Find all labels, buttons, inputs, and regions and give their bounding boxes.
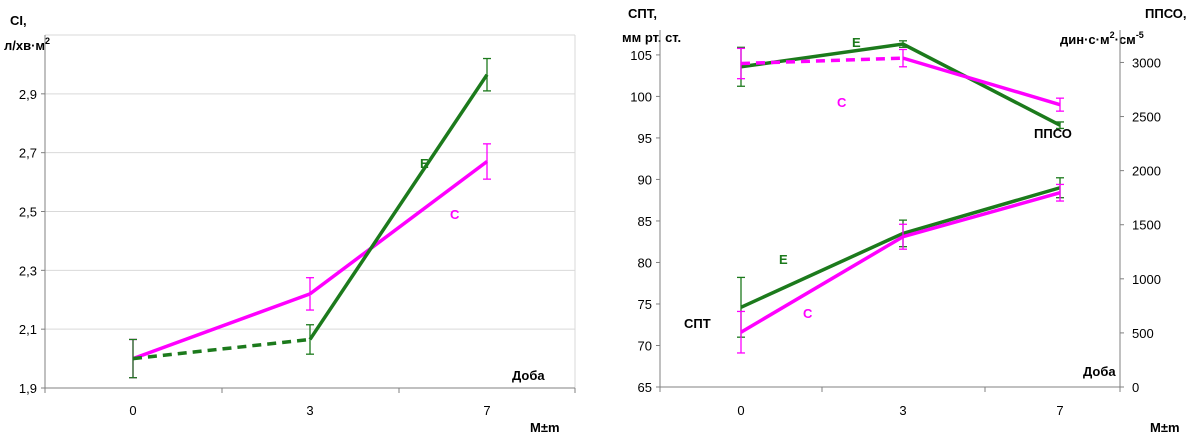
left-ytick-label: 2,5 xyxy=(19,205,37,220)
right-right-ytick-label: 3000 xyxy=(1132,55,1161,70)
right-right-ytick-label: 1000 xyxy=(1132,272,1161,287)
right-right-ytick-label: 2500 xyxy=(1132,110,1161,125)
right-series-2-segment xyxy=(740,42,904,69)
right-spt-c-label: С xyxy=(803,306,813,321)
right-ylabel-right-line1: ППСО, xyxy=(1145,6,1186,21)
right-right-ytick-label: 2000 xyxy=(1132,164,1161,179)
right-ppso-c-label: С xyxy=(837,95,847,110)
right-ppso-e-label: Е xyxy=(852,35,861,50)
left-ytick-label: 2,9 xyxy=(19,87,37,102)
left-ylabel-line2: л/хв·м2 xyxy=(4,36,50,53)
left-series-c-segment xyxy=(308,160,489,296)
left-corner-label: M±m xyxy=(530,420,560,435)
left-xlabel: Доба xyxy=(512,368,545,383)
left-ylabel-unit: л/хв·м xyxy=(4,38,45,53)
left-xtick-label: 0 xyxy=(129,403,136,418)
right-left-ytick-label: 80 xyxy=(638,255,652,270)
left-xtick-label: 7 xyxy=(483,403,490,418)
left-series-e-label: Е xyxy=(420,156,429,171)
right-series-3-segment xyxy=(740,56,904,66)
right-xtick-label: 3 xyxy=(899,403,906,418)
right-right-ytick-label: 0 xyxy=(1132,380,1139,395)
right-series-2-segment xyxy=(902,42,1061,127)
right-left-ytick-label: 75 xyxy=(638,297,652,312)
right-xtick-label: 7 xyxy=(1056,403,1063,418)
right-left-ytick-label: 105 xyxy=(630,48,652,63)
left-ytick-label: 2,3 xyxy=(19,263,37,278)
left-ylabel-line1: CI, xyxy=(10,13,27,28)
right-ylabel-left-line1: СПТ, xyxy=(628,6,657,21)
right-left-ytick-label: 90 xyxy=(638,172,652,187)
group-label-spt: СПТ xyxy=(684,316,711,331)
right-ylabel-right-sup1: 2 xyxy=(1110,30,1115,40)
right-left-ytick-label: 100 xyxy=(630,89,652,104)
right-series-0-segment xyxy=(740,231,904,309)
right-series-1-segment xyxy=(902,191,1061,239)
left-ytick-label: 1,9 xyxy=(19,381,37,396)
left-xtick-label: 3 xyxy=(306,403,313,418)
left-ytick-label: 2,7 xyxy=(19,146,37,161)
left-series-c-segment xyxy=(132,292,311,361)
right-series-1-segment xyxy=(740,235,904,334)
left-series-c-label: С xyxy=(450,207,460,222)
right-xlabel: Доба xyxy=(1083,364,1116,379)
right-left-ytick-label: 65 xyxy=(638,380,652,395)
right-ylabel-right-unit: дин·с·м xyxy=(1060,32,1110,47)
group-label-ppso: ППСО xyxy=(1034,126,1072,141)
left-ytick-label: 2,1 xyxy=(19,322,37,337)
right-ylabel-right-sup2: -5 xyxy=(1136,30,1144,40)
left-ylabel-sup: 2 xyxy=(45,36,50,46)
right-ylabel-right-line2: дин·с·м2·см-5 xyxy=(1060,30,1144,47)
right-ylabel-left-line2: мм рт. ст. xyxy=(622,30,681,45)
right-series-3-segment xyxy=(902,56,1061,107)
right-left-ytick-label: 85 xyxy=(638,214,652,229)
right-corner-label: M±m xyxy=(1150,420,1180,435)
right-right-ytick-label: 1500 xyxy=(1132,218,1161,233)
right-left-ytick-label: 95 xyxy=(638,131,652,146)
chart-marks: 1,92,12,32,52,72,90 3 7ЕС65707580859095100… xyxy=(19,30,1161,418)
right-xtick-label: 0 xyxy=(737,403,744,418)
right-right-ytick-label: 500 xyxy=(1132,326,1154,341)
left-series-e-segment xyxy=(308,73,489,341)
right-left-ytick-label: 70 xyxy=(638,338,652,353)
right-series-0-segment xyxy=(902,186,1061,236)
right-spt-e-label: Е xyxy=(779,252,788,267)
right-ylabel-right-mid: ·см xyxy=(1115,32,1136,47)
